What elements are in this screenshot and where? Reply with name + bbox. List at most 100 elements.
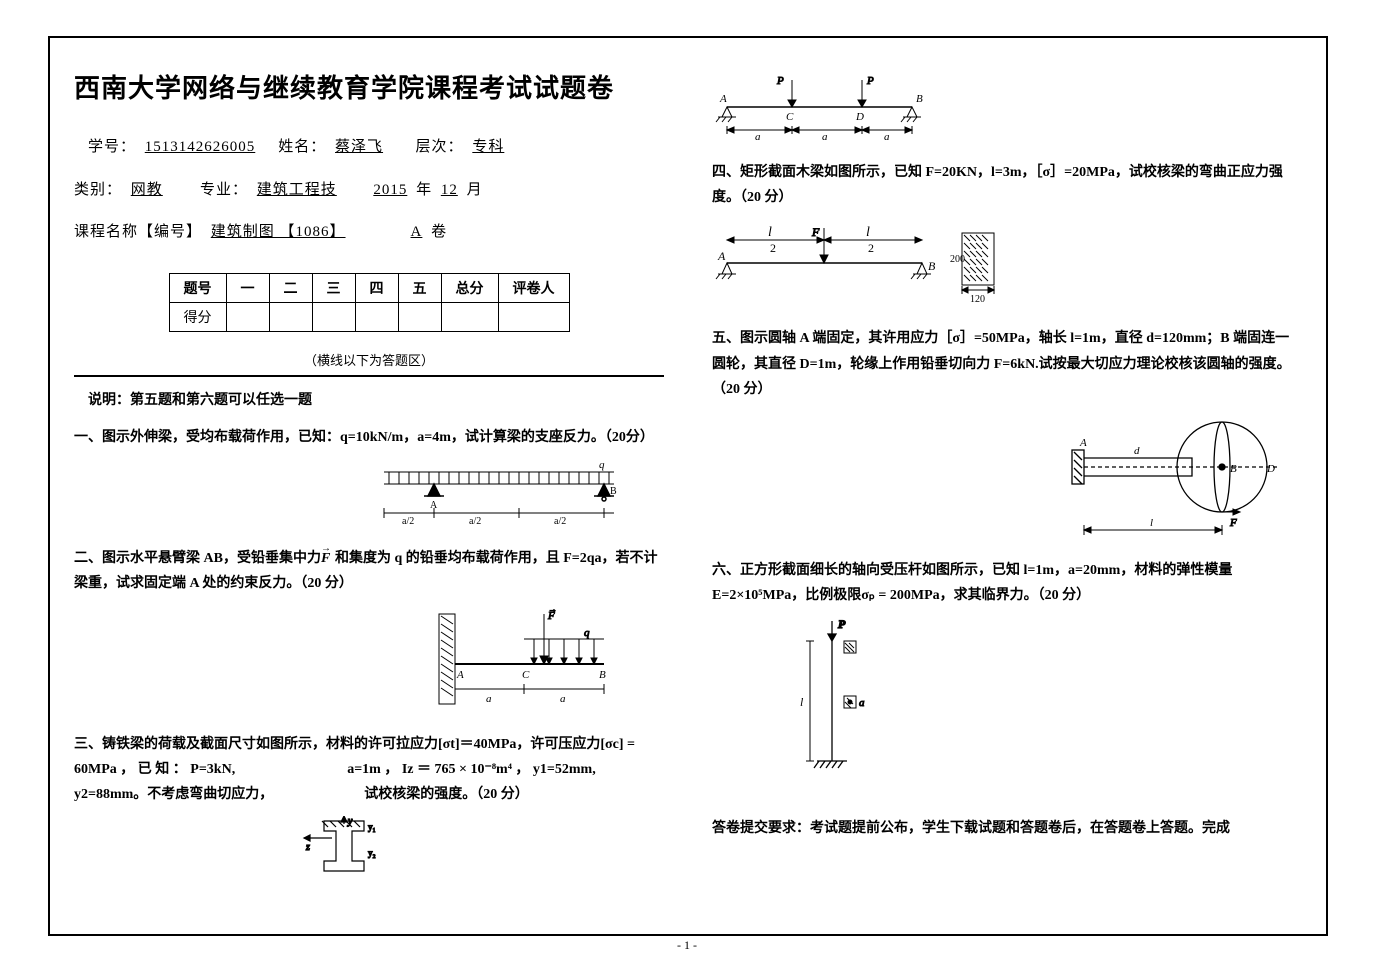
q2-text-a: 二、图示水平悬臂梁 AB，受铅垂集中力 (74, 551, 321, 566)
level-label: 层次： (416, 139, 464, 155)
cell-5 (398, 302, 441, 331)
major-label: 专业： (200, 182, 248, 198)
svg-text:d: d (1134, 445, 1140, 457)
svg-text:a/2: a/2 (469, 516, 481, 527)
svg-text:200: 200 (950, 254, 965, 265)
svg-text:a: a (822, 131, 828, 142)
problem-2: 二、图示水平悬臂梁 AB，受铅垂集中力F→和集度为 q 的铅垂均布载荷作用，且 … (74, 546, 664, 596)
svg-text:a: a (755, 131, 761, 142)
problem-1: 一、图示外伸梁，受均布载荷作用，已知：q=10kN/m，a=4m，试计算梁的支座… (74, 425, 664, 450)
explain-note: 说明：第五题和第六题可以任选一题 (88, 389, 664, 409)
svg-text:D: D (1266, 463, 1275, 475)
score-table-header-row: 题号 一 二 三 四 五 总分 评卷人 (169, 273, 569, 302)
th-0: 题号 (169, 273, 226, 302)
right-column: P P A C D B a a (688, 38, 1326, 934)
svg-text:B: B (610, 486, 617, 497)
level: 专科 (468, 139, 508, 155)
year: 2015 (369, 182, 411, 198)
paper-letter: A (407, 224, 427, 240)
svg-text:l: l (768, 225, 772, 240)
svg-text:P: P (866, 75, 874, 87)
exam-title: 西南大学网络与继续教育学院课程考试试题卷 (74, 68, 664, 105)
svg-text:z: z (305, 842, 310, 853)
svg-text:B: B (928, 259, 936, 273)
svg-text:y₂: y₂ (368, 848, 376, 858)
svg-text:A: A (717, 249, 726, 263)
svg-text:A: A (1079, 437, 1087, 449)
th-6: 总分 (441, 273, 498, 302)
svg-text:120: 120 (970, 294, 985, 305)
svg-text:a: a (884, 131, 890, 142)
figure-3: y z y₁ y₂ (294, 816, 414, 876)
th-7: 评卷人 (498, 273, 569, 302)
svg-text:→: → (548, 604, 557, 614)
svg-text:l: l (866, 225, 870, 240)
student-id: 1513142626005 (141, 139, 260, 155)
svg-text:F: F (1229, 517, 1237, 529)
figure-1: q A B (374, 458, 624, 528)
student-name: 蔡泽飞 (331, 139, 387, 155)
cell-1 (226, 302, 269, 331)
svg-text:y₁: y₁ (368, 822, 376, 832)
row-label: 得分 (169, 302, 226, 331)
svg-text:A: A (456, 669, 464, 681)
th-1: 一 (226, 273, 269, 302)
figure-3b: P P A C D B a a (712, 72, 932, 142)
q6-text-b: 200MPa，求其临界力。（20 分） (890, 588, 1090, 603)
divider-line (74, 375, 664, 377)
problem-4: 四、矩形截面木梁如图所示，已知 F=20KN，l=3m，［σ］=20MPa，试校… (712, 160, 1302, 210)
cell-3 (312, 302, 355, 331)
svg-text:C: C (786, 111, 794, 123)
divider-note: （横线以下为答题区） (74, 350, 664, 369)
problem-5: 五、图示圆轴 A 端固定，其许用应力［σ］=50MPa，轴长 l=1m，直径 d… (712, 326, 1302, 402)
svg-text:C: C (522, 669, 530, 681)
category-label: 类别： (74, 182, 122, 198)
svg-text:a/2: a/2 (554, 516, 566, 527)
footer-note: 答卷提交要求：考试题提前公布，学生下载试题和答题卷后，在答题卷上答题。完成 (712, 816, 1302, 841)
score-table-score-row: 得分 (169, 302, 569, 331)
th-2: 二 (269, 273, 312, 302)
paper-suffix: 卷 (431, 224, 447, 240)
svg-text:q: q (599, 459, 605, 471)
svg-text:a: a (859, 697, 865, 709)
columns: 西南大学网络与继续教育学院课程考试试题卷 学号： 1513142626005 姓… (50, 38, 1326, 934)
svg-text:D: D (855, 111, 864, 123)
sigma-p: σₚ = (861, 588, 886, 603)
svg-text:P: P (838, 617, 846, 631)
q4-text: 四、矩形截面木梁如图所示，已知 F=20KN，l=3m，［σ］=20MPa，试校… (712, 165, 1283, 205)
year-suffix: 年 (416, 182, 432, 198)
left-column: 西南大学网络与继续教育学院课程考试试题卷 学号： 1513142626005 姓… (50, 38, 688, 934)
course: 建筑制图 【1086】 (207, 224, 350, 240)
course-label: 课程名称【编号】 (74, 224, 202, 240)
student-id-label: 学号： (88, 139, 136, 155)
svg-text:l: l (1150, 517, 1153, 529)
svg-text:q: q (584, 627, 590, 639)
major: 建筑工程技 (253, 182, 341, 198)
th-5: 五 (398, 273, 441, 302)
svg-text:2: 2 (868, 241, 874, 255)
info-line-3: 课程名称【编号】 建筑制图 【1086】 A 卷 (74, 218, 664, 247)
figure-2: A C B F→ q (424, 604, 624, 714)
svg-text:F: F (811, 225, 820, 239)
svg-text:B: B (916, 93, 923, 105)
category: 网教 (127, 182, 167, 198)
cell-7 (498, 302, 569, 331)
th-3: 三 (312, 273, 355, 302)
svg-text:2: 2 (770, 241, 776, 255)
month-suffix: 月 (467, 182, 483, 198)
svg-text:y: y (347, 816, 353, 827)
cell-6 (441, 302, 498, 331)
svg-text:A: A (719, 93, 727, 105)
svg-text:a: a (486, 693, 492, 705)
info-line-2: 类别： 网教 专业： 建筑工程技 2015 年 12 月 (74, 176, 664, 205)
svg-text:B: B (1230, 463, 1237, 475)
cell-4 (355, 302, 398, 331)
problem-3: 三、铸铁梁的荷载及截面尺寸如图所示，材料的许可拉应力[σt]＝40MPa，许可压… (74, 732, 664, 808)
name-label: 姓名： (278, 139, 326, 155)
problem-6: 六、正方形截面细长的轴向受压杆如图所示，已知 l=1m，a=20mm，材料的弹性… (712, 558, 1302, 608)
month: 12 (437, 182, 462, 198)
svg-text:P: P (776, 75, 784, 87)
info-line-1: 学号： 1513142626005 姓名： 蔡泽飞 层次： 专科 (88, 133, 664, 162)
page-frame: 西南大学网络与继续教育学院课程考试试题卷 学号： 1513142626005 姓… (48, 36, 1328, 936)
figure-6: P a l (792, 616, 892, 786)
